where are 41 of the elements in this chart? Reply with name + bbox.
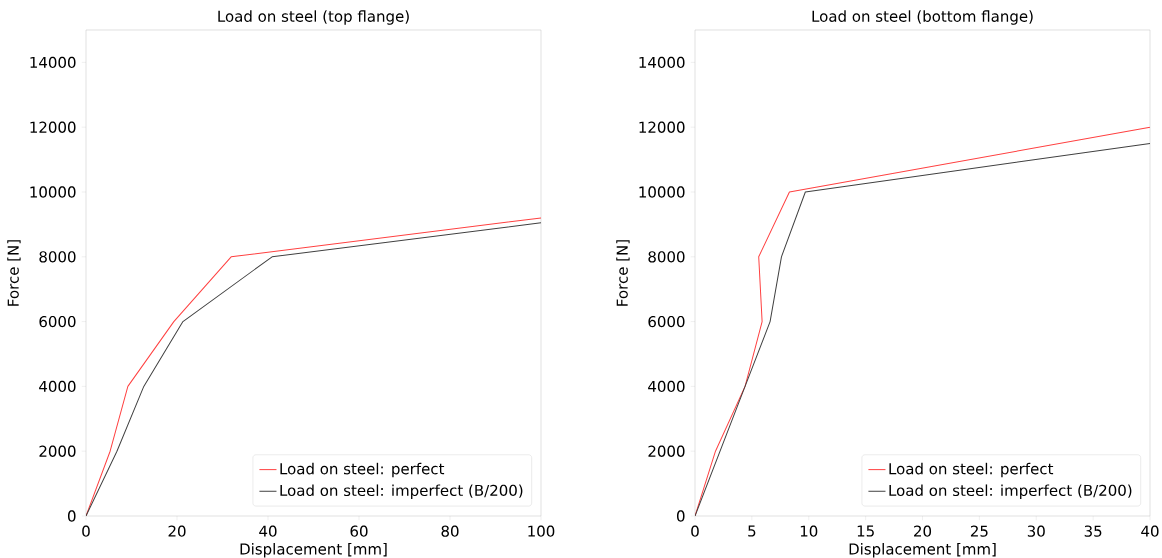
- y-tick-label: 2000: [648, 445, 685, 457]
- y-tick-label: 6000: [39, 315, 76, 328]
- y-tick-label: 12000: [639, 121, 685, 133]
- y-tick-label: 12000: [30, 121, 76, 133]
- x-tick-label: 0: [691, 525, 699, 537]
- y-tick-label: 8000: [39, 251, 76, 263]
- y-tick-label: 4000: [648, 380, 685, 393]
- y-tick-label: 8000: [648, 251, 685, 263]
- y-tick-label: 0: [67, 510, 76, 522]
- y-tick-label: 2000: [39, 445, 76, 457]
- x-tick-label: 40: [259, 525, 277, 537]
- x-tick-label: 20: [914, 525, 932, 537]
- x-tick-label: 15: [857, 525, 874, 537]
- y-axis-title: Force [N]: [616, 240, 630, 306]
- y-tick-label: 0: [676, 510, 685, 522]
- legend-label: Load on steel: imperfect (B/200): [889, 484, 1132, 499]
- x-tick-label: 20: [168, 525, 186, 537]
- x-tick-label: 0: [82, 525, 90, 537]
- x-tick-label: 30: [1027, 525, 1045, 537]
- y-tick-label: 4000: [39, 380, 76, 393]
- x-tick-label: 60: [350, 525, 368, 537]
- y-tick-label: 14000: [639, 56, 685, 69]
- x-tick-label: 5: [748, 525, 756, 537]
- x-tick-label: 80: [441, 525, 459, 537]
- x-tick-label: 100: [528, 525, 555, 537]
- legend-label: Load on steel: perfect: [889, 462, 1054, 478]
- y-tick-label: 10000: [639, 186, 685, 198]
- x-tick-label: 10: [800, 525, 818, 537]
- legend-label: Load on steel: perfect: [280, 462, 445, 478]
- x-tick-label: 35: [1084, 525, 1102, 537]
- y-tick-label: 6000: [648, 315, 685, 328]
- x-axis-title: Displacement [mm]: [240, 543, 387, 558]
- x-tick-label: 25: [970, 525, 988, 537]
- chart-title: Load on steel (bottom flange): [812, 10, 1033, 25]
- y-tick-label: 10000: [30, 186, 76, 198]
- y-tick-label: 14000: [30, 56, 76, 69]
- y-axis-title: Force [N]: [7, 240, 21, 306]
- x-axis-title: Displacement [mm]: [849, 543, 996, 558]
- chart-title: Load on steel (top flange): [218, 10, 409, 25]
- x-tick-label: 40: [1141, 525, 1159, 537]
- legend-label: Load on steel: imperfect (B/200): [280, 484, 523, 499]
